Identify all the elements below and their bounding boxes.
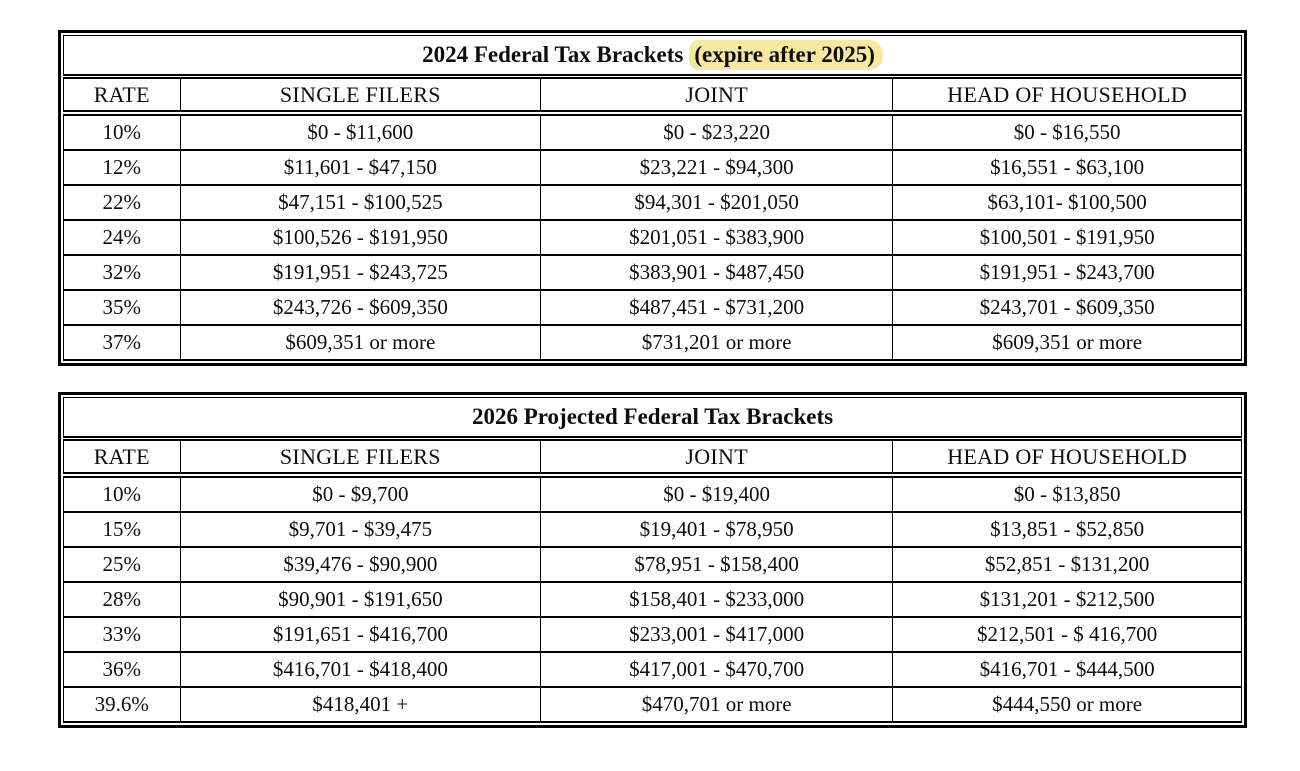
- head-of-household-cell: $0 - $16,550: [892, 112, 1242, 151]
- column-header-head-of-household: HEAD OF HOUSEHOLD: [892, 76, 1242, 116]
- single-filers-cell: $100,526 - $191,950: [179, 219, 542, 256]
- table-row: 10% $0 - $9,700 $0 - $19,400 $0 - $13,85…: [63, 474, 1242, 513]
- column-header-joint: JOINT: [540, 76, 894, 116]
- table-title-text: 2024 Federal Tax Brackets: [422, 42, 684, 67]
- table-row: 28% $90,901 - $191,650 $158,401 - $233,0…: [63, 581, 1242, 618]
- head-of-household-cell: $63,101- $100,500: [892, 184, 1242, 221]
- table-title-text: 2026 Projected Federal Tax Brackets: [471, 404, 834, 429]
- column-header-head-of-household: HEAD OF HOUSEHOLD: [892, 438, 1242, 478]
- highlighted-title-text: (expire after 2025): [689, 40, 883, 70]
- table-row: 24% $100,526 - $191,950 $201,051 - $383,…: [63, 219, 1242, 256]
- table-row: 12% $11,601 - $47,150 $23,221 - $94,300 …: [63, 149, 1242, 186]
- single-filers-cell: $0 - $11,600: [179, 112, 542, 151]
- head-of-household-cell: $52,851 - $131,200: [892, 546, 1242, 583]
- head-of-household-cell: $13,851 - $52,850: [892, 511, 1242, 548]
- rate-cell: 24%: [63, 219, 181, 256]
- joint-cell: $78,951 - $158,400: [540, 546, 894, 583]
- single-filers-cell: $11,601 - $47,150: [179, 149, 542, 186]
- joint-cell: $201,051 - $383,900: [540, 219, 894, 256]
- column-header-joint: JOINT: [540, 438, 894, 478]
- column-header-rate: RATE: [63, 438, 181, 478]
- single-filers-cell: $416,701 - $418,400: [179, 651, 542, 688]
- rate-cell: 39.6%: [63, 686, 181, 723]
- single-filers-cell: $0 - $9,700: [179, 474, 542, 513]
- single-filers-cell: $191,651 - $416,700: [179, 616, 542, 653]
- rate-cell: 35%: [63, 289, 181, 326]
- rate-cell: 33%: [63, 616, 181, 653]
- column-header-rate: RATE: [63, 76, 181, 116]
- column-header-single-filers: SINGLE FILERS: [179, 438, 542, 478]
- joint-cell: $487,451 - $731,200: [540, 289, 894, 326]
- head-of-household-cell: $243,701 - $609,350: [892, 289, 1242, 326]
- rate-cell: 10%: [63, 112, 181, 151]
- header-row: RATE SINGLE FILERS JOINT HEAD OF HOUSEHO…: [63, 438, 1242, 478]
- tax-table-2026: 2026 Projected Federal Tax Brackets RATE…: [63, 397, 1242, 723]
- rate-cell: 32%: [63, 254, 181, 291]
- single-filers-cell: $90,901 - $191,650: [179, 581, 542, 618]
- single-filers-cell: $191,951 - $243,725: [179, 254, 542, 291]
- joint-cell: $731,201 or more: [540, 324, 894, 361]
- head-of-household-cell: $212,501 - $ 416,700: [892, 616, 1242, 653]
- tax-table-2024: 2024 Federal Tax Brackets (expire after 2…: [63, 35, 1242, 361]
- joint-cell: $0 - $19,400: [540, 474, 894, 513]
- joint-cell: $158,401 - $233,000: [540, 581, 894, 618]
- single-filers-cell: $243,726 - $609,350: [179, 289, 542, 326]
- single-filers-cell: $418,401 +: [179, 686, 542, 723]
- table-row: 22% $47,151 - $100,525 $94,301 - $201,05…: [63, 184, 1242, 221]
- table-row: 39.6% $418,401 + $470,701 or more $444,5…: [63, 686, 1242, 723]
- rate-cell: 37%: [63, 324, 181, 361]
- table-row: 33% $191,651 - $416,700 $233,001 - $417,…: [63, 616, 1242, 653]
- table-row: 35% $243,726 - $609,350 $487,451 - $731,…: [63, 289, 1242, 326]
- title-row: 2024 Federal Tax Brackets (expire after 2…: [63, 35, 1242, 79]
- single-filers-cell: $9,701 - $39,475: [179, 511, 542, 548]
- head-of-household-cell: $609,351 or more: [892, 324, 1242, 361]
- title-row: 2026 Projected Federal Tax Brackets: [63, 397, 1242, 441]
- rate-cell: 28%: [63, 581, 181, 618]
- joint-cell: $383,901 - $487,450: [540, 254, 894, 291]
- rate-cell: 12%: [63, 149, 181, 186]
- rate-cell: 36%: [63, 651, 181, 688]
- table-row: 25% $39,476 - $90,900 $78,951 - $158,400…: [63, 546, 1242, 583]
- joint-cell: $470,701 or more: [540, 686, 894, 723]
- joint-cell: $19,401 - $78,950: [540, 511, 894, 548]
- table-row: 36% $416,701 - $418,400 $417,001 - $470,…: [63, 651, 1242, 688]
- rate-cell: 15%: [63, 511, 181, 548]
- head-of-household-cell: $191,951 - $243,700: [892, 254, 1242, 291]
- joint-cell: $23,221 - $94,300: [540, 149, 894, 186]
- head-of-household-cell: $16,551 - $63,100: [892, 149, 1242, 186]
- table-title-2026: 2026 Projected Federal Tax Brackets: [63, 397, 1242, 441]
- head-of-household-cell: $131,201 - $212,500: [892, 581, 1242, 618]
- joint-cell: $233,001 - $417,000: [540, 616, 894, 653]
- joint-cell: $417,001 - $470,700: [540, 651, 894, 688]
- table-row: 32% $191,951 - $243,725 $383,901 - $487,…: [63, 254, 1242, 291]
- single-filers-cell: $39,476 - $90,900: [179, 546, 542, 583]
- head-of-household-cell: $0 - $13,850: [892, 474, 1242, 513]
- rate-cell: 22%: [63, 184, 181, 221]
- rate-cell: 10%: [63, 474, 181, 513]
- table-row: 37% $609,351 or more $731,201 or more $6…: [63, 324, 1242, 361]
- column-header-single-filers: SINGLE FILERS: [179, 76, 542, 116]
- single-filers-cell: $609,351 or more: [179, 324, 542, 361]
- header-row: RATE SINGLE FILERS JOINT HEAD OF HOUSEHO…: [63, 76, 1242, 116]
- table-row: 10% $0 - $11,600 $0 - $23,220 $0 - $16,5…: [63, 112, 1242, 151]
- tables-container: 2024 Federal Tax Brackets (expire after 2…: [58, 30, 1247, 728]
- head-of-household-cell: $100,501 - $191,950: [892, 219, 1242, 256]
- tax-table-2024-frame: 2024 Federal Tax Brackets (expire after 2…: [58, 30, 1247, 366]
- head-of-household-cell: $444,550 or more: [892, 686, 1242, 723]
- single-filers-cell: $47,151 - $100,525: [179, 184, 542, 221]
- joint-cell: $0 - $23,220: [540, 112, 894, 151]
- rate-cell: 25%: [63, 546, 181, 583]
- table-title-2024: 2024 Federal Tax Brackets (expire after 2…: [63, 35, 1242, 79]
- tax-table-2026-frame: 2026 Projected Federal Tax Brackets RATE…: [58, 392, 1247, 728]
- head-of-household-cell: $416,701 - $444,500: [892, 651, 1242, 688]
- table-row: 15% $9,701 - $39,475 $19,401 - $78,950 $…: [63, 511, 1242, 548]
- joint-cell: $94,301 - $201,050: [540, 184, 894, 221]
